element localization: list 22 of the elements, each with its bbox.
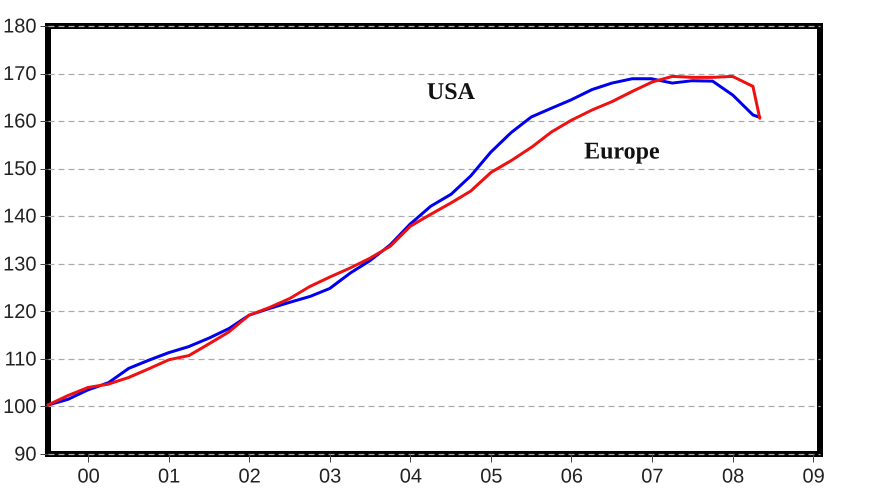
y-tick-label: 110	[4, 348, 36, 370]
x-tick-label: 06	[560, 466, 584, 488]
y-tick-label: 180	[3, 16, 36, 38]
y-tick-label: 90	[14, 444, 36, 466]
x-tick-label: 03	[319, 466, 342, 488]
y-tick-label: 160	[3, 110, 36, 133]
x-tick-label: 01	[158, 466, 180, 488]
y-tick-label: 150	[3, 158, 36, 180]
series-label: Europe	[584, 138, 660, 165]
x-tick-label: 04	[400, 466, 422, 488]
x-tick-label: 07	[641, 466, 664, 488]
y-tick-label: 140	[3, 206, 36, 228]
y-tick-label: 130	[3, 253, 36, 276]
x-tick-label: 08	[722, 466, 744, 488]
x-tick-label: 05	[480, 466, 503, 488]
x-tick-label: 00	[78, 466, 100, 488]
y-tick-label: 120	[3, 300, 36, 323]
x-tick-label: 02	[238, 466, 261, 488]
y-tick-label: 100	[3, 396, 36, 418]
series-label: USA	[426, 79, 476, 106]
y-tick-label: 170	[3, 63, 36, 86]
x-tick-label: 09	[802, 466, 825, 488]
